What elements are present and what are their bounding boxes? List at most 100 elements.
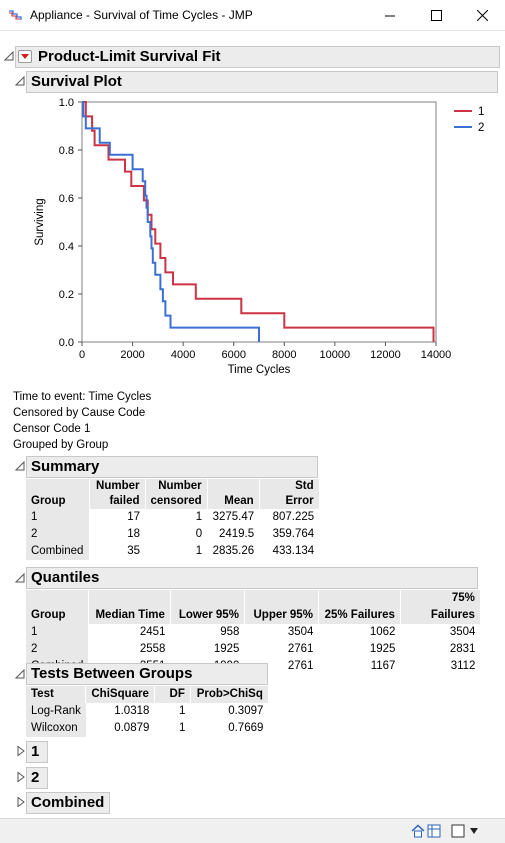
cell: 958 xyxy=(220,626,240,638)
expand-triangle-icon[interactable] xyxy=(16,797,26,807)
table-row: Wilcoxon 0.0879 1 0.7669 xyxy=(26,720,268,737)
col-header: 25% Failures xyxy=(318,590,401,624)
tests-header-row: Test ChiSquare DF Prob>ChiSq xyxy=(26,686,269,703)
collapse-triangle-icon[interactable] xyxy=(15,76,25,86)
y-tick-label: 0.2 xyxy=(59,289,74,301)
col-header: Group xyxy=(26,479,90,509)
col-header: Std Error xyxy=(259,479,320,509)
col-header: Group xyxy=(26,590,89,624)
cell: 3112 xyxy=(450,660,476,672)
expand-triangle-icon[interactable] xyxy=(16,772,26,782)
window-toggle-icon[interactable] xyxy=(451,824,465,838)
report-header: Product-Limit Survival Fit xyxy=(15,46,500,68)
y-tick-label: 0.8 xyxy=(59,145,74,157)
collapse-triangle-icon[interactable] xyxy=(15,573,25,583)
x-tick-label: 4000 xyxy=(171,349,195,361)
col-header: Test xyxy=(26,686,87,703)
cell: 0.7669 xyxy=(228,722,264,734)
col-header: Lower 95% xyxy=(170,590,245,624)
y-tick-label: 0.0 xyxy=(59,337,74,349)
col-header: Mean xyxy=(207,479,260,509)
legend-label-1: 1 xyxy=(478,106,484,118)
cell: 2558 xyxy=(139,643,166,655)
table-row: Combined 35 1 2835.26 433.134 xyxy=(26,543,319,560)
cell: 1925 xyxy=(213,643,240,655)
survival-curve-group-2 xyxy=(82,101,260,342)
cell: 2835.26 xyxy=(212,545,255,557)
cell: 1 xyxy=(178,722,186,734)
col-header: Number censored xyxy=(145,479,208,509)
survival-curve-group-1 xyxy=(82,101,435,342)
cell: 1062 xyxy=(369,626,396,638)
time-to-event-label: Time to event: Time Cycles xyxy=(13,391,152,403)
report-title: Product-Limit Survival Fit xyxy=(38,48,221,65)
tests-title: Tests Between Groups xyxy=(31,665,193,682)
collapse-triangle-icon[interactable] xyxy=(15,669,25,679)
cell: 2451 xyxy=(139,626,166,638)
tests-header: Tests Between Groups xyxy=(26,663,268,685)
cell: 1 xyxy=(195,545,203,557)
y-axis-label: Surviving xyxy=(34,198,46,245)
window-titlebar: Appliance - Survival of Time Cycles - JM… xyxy=(0,0,505,31)
red-triangle-menu[interactable] xyxy=(18,50,32,63)
cell: 1 xyxy=(195,511,203,523)
x-axis-label: Time Cycles xyxy=(228,364,291,376)
x-tick-label: 6000 xyxy=(221,349,245,361)
cell: 3504 xyxy=(287,626,314,638)
summary-header: Summary xyxy=(26,456,318,478)
collapse-triangle-icon[interactable] xyxy=(15,461,25,471)
x-tick-label: 8000 xyxy=(272,349,296,361)
survival-plot: 0.0 0.2 0.4 0.6 0.8 1.0 0 2000 4000 6000 8000 10000… xyxy=(34,97,484,376)
col-header: Number failed xyxy=(89,479,146,509)
cell: 0 xyxy=(195,528,203,540)
expand-triangle-icon[interactable] xyxy=(16,746,26,756)
close-icon xyxy=(476,10,488,21)
maximize-button[interactable] xyxy=(413,0,459,31)
cell: 1.0318 xyxy=(114,705,150,717)
cell: 2419.5 xyxy=(218,528,255,540)
table-icon[interactable] xyxy=(427,824,441,838)
row-label: Log-Rank xyxy=(26,703,86,720)
chevron-down-icon[interactable] xyxy=(469,826,479,836)
row-label: Wilcoxon xyxy=(26,720,86,737)
plot-frame xyxy=(81,101,437,343)
cell: 35 xyxy=(127,545,140,557)
row-label: 2 xyxy=(26,641,89,658)
cell: 1925 xyxy=(369,643,396,655)
col-header: ChiSquare xyxy=(85,686,155,703)
cell: 359.764 xyxy=(272,528,315,540)
x-tick-label: 0 xyxy=(79,349,85,361)
minimize-button[interactable] xyxy=(367,0,413,31)
collapse-triangle-icon[interactable] xyxy=(4,51,14,61)
status-bar xyxy=(0,818,505,843)
summary-header-row: Group Number failed Number censored Mean S… xyxy=(26,479,320,509)
group-1-header[interactable]: 1 xyxy=(26,741,48,763)
survival-plot-title: Survival Plot xyxy=(31,73,122,90)
quantiles-header-row: Group Median Time Lower 95% Upper 95% 25… xyxy=(26,590,481,624)
cell: 3275.47 xyxy=(212,511,255,523)
cell: 17 xyxy=(127,511,140,523)
cell: 2831 xyxy=(449,643,476,655)
group-2-label: 2 xyxy=(31,769,40,786)
combined-header[interactable]: Combined xyxy=(26,792,110,814)
x-tick-label: 12000 xyxy=(370,349,401,361)
y-tick-label: 1.0 xyxy=(59,97,74,109)
close-button[interactable] xyxy=(459,0,505,31)
col-header: Median Time xyxy=(88,590,171,624)
minimize-icon xyxy=(385,15,395,16)
maximize-icon xyxy=(430,10,442,21)
cell: 2761 xyxy=(287,660,314,672)
survival-plot-header: Survival Plot xyxy=(26,71,498,93)
y-tick-label: 0.4 xyxy=(59,241,74,253)
quantiles-title: Quantiles xyxy=(31,569,100,586)
x-tick-label: 2000 xyxy=(120,349,144,361)
table-row: 2 2558 1925 2761 1925 2831 xyxy=(26,641,480,658)
group-1-label: 1 xyxy=(31,743,40,760)
col-header: 75% Failures xyxy=(400,590,481,624)
row-label: 1 xyxy=(26,509,89,526)
censored-by-label: Censored by Cause Code xyxy=(13,407,146,419)
col-header: DF xyxy=(154,686,191,703)
cell: 18 xyxy=(127,528,140,540)
group-2-header[interactable]: 2 xyxy=(26,767,48,789)
home-icon[interactable] xyxy=(411,824,425,838)
